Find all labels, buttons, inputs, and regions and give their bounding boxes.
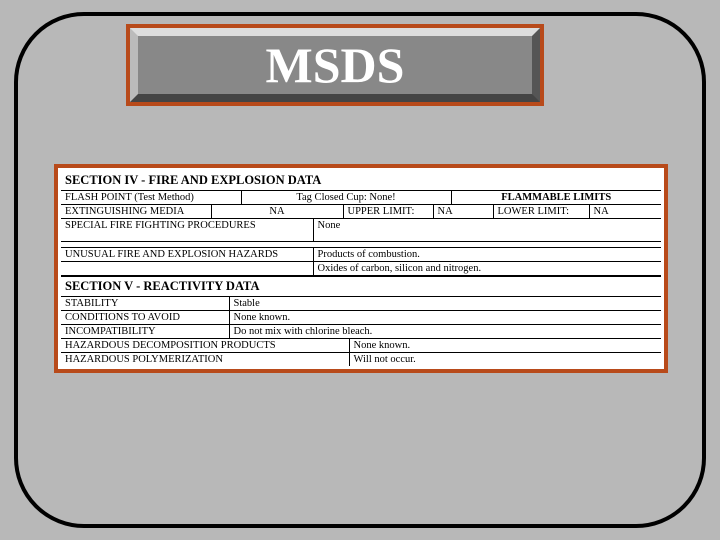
- ext-media-label: EXTINGUISHING MEDIA: [61, 205, 211, 219]
- row-unusual-1: UNUSUAL FIRE AND EXPLOSION HAZARDS Produ…: [61, 248, 661, 262]
- row-conditions: CONDITIONS TO AVOID None known.: [61, 311, 661, 325]
- title-text: MSDS: [126, 24, 544, 106]
- row-special-proc: SPECIAL FIRE FIGHTING PROCEDURES None: [61, 219, 661, 242]
- unusual-label: UNUSUAL FIRE AND EXPLOSION HAZARDS: [61, 248, 313, 262]
- flammable-limits-header: FLAMMABLE LIMITS: [451, 191, 661, 205]
- document-inner: SECTION IV - FIRE AND EXPLOSION DATA FLA…: [61, 171, 661, 366]
- section4-header: SECTION IV - FIRE AND EXPLOSION DATA: [61, 171, 661, 191]
- unusual-value-1: Products of combustion.: [313, 248, 661, 262]
- row-flash-point: FLASH POINT (Test Method) Tag Closed Cup…: [61, 191, 661, 205]
- hazdecomp-value: None known.: [349, 339, 661, 353]
- document-frame: SECTION IV - FIRE AND EXPLOSION DATA FLA…: [54, 164, 668, 373]
- incompat-value: Do not mix with chlorine bleach.: [229, 325, 661, 339]
- conditions-label: CONDITIONS TO AVOID: [61, 311, 229, 325]
- upper-limit-value: NA: [433, 205, 493, 219]
- upper-limit-label: UPPER LIMIT:: [343, 205, 433, 219]
- row-ext-media: EXTINGUISHING MEDIA NA UPPER LIMIT: NA L…: [61, 205, 661, 219]
- title-box: MSDS: [126, 24, 544, 106]
- incompat-label: INCOMPATIBILITY: [61, 325, 229, 339]
- stability-value: Stable: [229, 297, 661, 311]
- row-hazdecomp: HAZARDOUS DECOMPOSITION PRODUCTS None kn…: [61, 339, 661, 353]
- section5-header: SECTION V - REACTIVITY DATA: [61, 276, 661, 297]
- special-proc-value: None: [313, 219, 661, 241]
- flash-point-value: Tag Closed Cup: None!: [241, 191, 451, 205]
- ext-media-value: NA: [211, 205, 343, 219]
- hazpoly-label: HAZARDOUS POLYMERIZATION: [61, 353, 349, 366]
- row-hazpoly: HAZARDOUS POLYMERIZATION Will not occur.: [61, 353, 661, 366]
- flash-point-label: FLASH POINT (Test Method): [61, 191, 241, 205]
- lower-limit-label: LOWER LIMIT:: [493, 205, 589, 219]
- row-stability: STABILITY Stable: [61, 297, 661, 311]
- stability-label: STABILITY: [61, 297, 229, 311]
- conditions-value: None known.: [229, 311, 661, 325]
- hazdecomp-label: HAZARDOUS DECOMPOSITION PRODUCTS: [61, 339, 349, 353]
- unusual-blank: [61, 262, 313, 276]
- slide-frame: MSDS SECTION IV - FIRE AND EXPLOSION DAT…: [14, 12, 706, 528]
- unusual-value-2: Oxides of carbon, silicon and nitrogen.: [313, 262, 661, 276]
- row-unusual-2: Oxides of carbon, silicon and nitrogen.: [61, 262, 661, 276]
- row-incompat: INCOMPATIBILITY Do not mix with chlorine…: [61, 325, 661, 339]
- hazpoly-value: Will not occur.: [349, 353, 661, 366]
- special-proc-label: SPECIAL FIRE FIGHTING PROCEDURES: [61, 219, 313, 241]
- lower-limit-value: NA: [589, 205, 661, 219]
